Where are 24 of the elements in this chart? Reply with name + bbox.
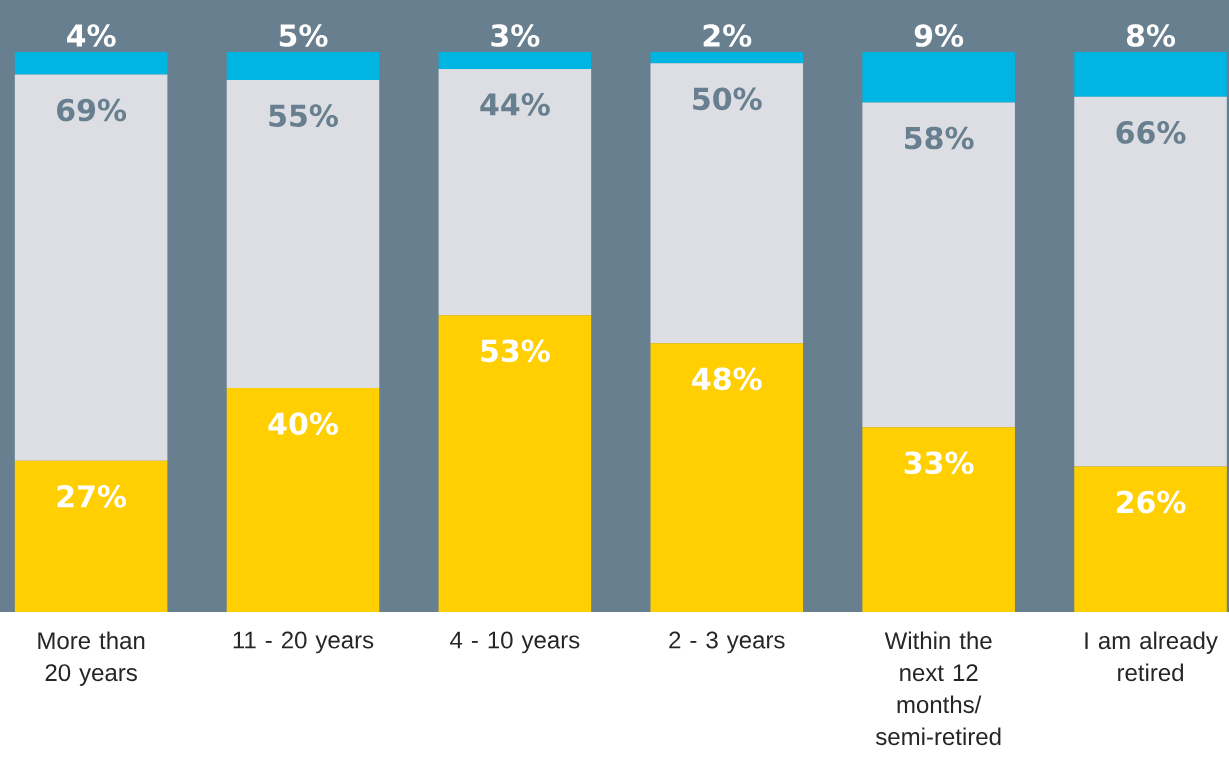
x-tick-label: 4 - 10 years <box>450 631 580 654</box>
data-label: 27% <box>57 485 127 508</box>
data-label: 55% <box>269 104 338 127</box>
data-label: 9% <box>914 24 964 47</box>
x-tick-label: 11 - 20 years <box>233 631 374 654</box>
x-tick-label: 2 - 3 years <box>669 631 785 654</box>
data-label: 40% <box>268 412 338 435</box>
data-label: 58% <box>905 126 974 150</box>
data-label: 48% <box>692 367 762 391</box>
data-label: 69% <box>57 98 127 122</box>
x-tick-label: I am already retired <box>1085 631 1218 682</box>
data-label: 4% <box>66 24 116 47</box>
data-label: 44% <box>480 93 550 116</box>
data-label: 2% <box>703 24 752 47</box>
x-tick-label: Within the next 12 months/ semi-retired <box>875 631 1001 746</box>
data-label: 66% <box>1116 121 1186 144</box>
data-label: 53% <box>481 339 550 363</box>
data-label: 3% <box>491 24 540 47</box>
data-label: 50% <box>693 87 762 111</box>
data-label: 26% <box>1117 490 1186 514</box>
x-tick-label: More than 20 years <box>38 631 145 686</box>
data-label: 5% <box>279 24 328 47</box>
data-label: 33% <box>904 451 974 475</box>
data-label: 8% <box>1126 24 1176 47</box>
